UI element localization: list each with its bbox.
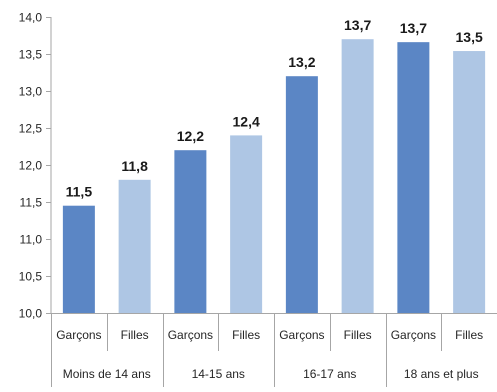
x-group-label: 18 ans et plus — [404, 367, 479, 381]
x-category-label: Garçons — [391, 328, 436, 342]
y-tick-label: 11,0 — [20, 233, 43, 247]
bar-value-label: 11,5 — [66, 184, 93, 200]
bar-value-label: 12,4 — [233, 113, 260, 129]
y-tick-label: 14,0 — [19, 11, 43, 25]
y-tick-label: 10,0 — [19, 307, 43, 321]
bar-filles — [453, 51, 486, 313]
x-group-label: 14-15 ans — [192, 367, 245, 381]
x-category-label: Garçons — [279, 328, 324, 342]
bar-filles — [230, 135, 263, 313]
x-category-label: Filles — [455, 328, 483, 342]
x-group-label: Moins de 14 ans — [63, 367, 151, 381]
y-tick-label: 13,0 — [19, 85, 43, 99]
x-category-label: Filles — [232, 328, 260, 342]
bar-garcons — [62, 205, 95, 313]
bar-filles — [341, 39, 374, 313]
y-tick-label: 13,5 — [19, 48, 43, 62]
y-tick-label: 12,0 — [19, 159, 43, 173]
bar-value-label: 11,8 — [121, 158, 148, 174]
bar-garcons — [397, 42, 430, 313]
y-tick-label: 11,5 — [20, 196, 43, 210]
bar-value-label: 13,7 — [400, 20, 427, 36]
bar-value-label: 13,5 — [456, 29, 483, 45]
y-tick-label: 10,5 — [19, 270, 43, 284]
x-category-label: Filles — [121, 328, 149, 342]
bar-value-label: 13,2 — [288, 54, 315, 70]
x-group-label: 16-17 ans — [303, 367, 356, 381]
bar-garcons — [174, 150, 207, 313]
bar-value-label: 13,7 — [344, 17, 371, 33]
bar-value-label: 12,2 — [177, 128, 204, 144]
x-category-label: Garçons — [56, 328, 101, 342]
x-category-label: Filles — [344, 328, 372, 342]
bar-filles — [118, 179, 151, 313]
bar-garcons — [285, 76, 318, 313]
y-tick-label: 12,5 — [19, 122, 43, 136]
x-category-label: Garçons — [168, 328, 213, 342]
